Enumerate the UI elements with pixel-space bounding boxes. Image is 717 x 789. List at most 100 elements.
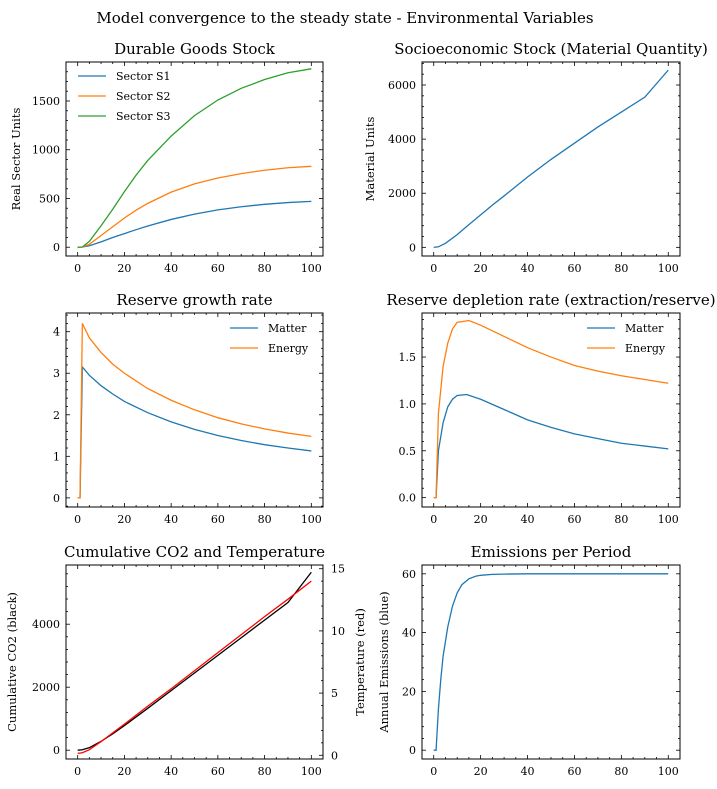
x-tick-label: 20: [474, 262, 488, 275]
x-tick-label: 40: [164, 765, 178, 778]
x-tick-label: 0: [430, 262, 437, 275]
x-tick-label: 20: [117, 513, 131, 526]
y-axis-label: Cumulative CO2 (black): [5, 592, 19, 732]
y-tick-label: 0: [53, 241, 60, 254]
series-line-sector-s3: [77, 68, 312, 248]
y-tick-label: 1500: [32, 95, 60, 108]
x-tick-label: 20: [474, 513, 488, 526]
x-tick-label: 100: [301, 513, 322, 526]
y-right-tick-label: 10: [331, 625, 345, 638]
chart-growth: Reserve growth rate 0 20 40 60 80 100 0 1 2 3 4 Matt…: [53, 291, 324, 526]
y-axis-label: Material Units: [363, 117, 377, 202]
legend-label: Matter: [268, 322, 307, 335]
x-tick-label: 0: [74, 262, 81, 275]
y-tick-label: 4: [53, 326, 60, 339]
series-line-energy: [433, 319, 669, 499]
y-tick-label: 2000: [32, 681, 60, 694]
y-right-tick-label: 5: [331, 687, 338, 700]
y-axis-label: Real Sector Units: [9, 108, 23, 211]
series-line-matter: [433, 393, 669, 499]
y-tick-label: 1: [53, 450, 60, 463]
x-tick-label: 20: [117, 262, 131, 275]
plot-frame: [421, 564, 681, 760]
series-line-matter: [77, 365, 312, 499]
chart-title: Durable Goods Stock: [114, 40, 276, 58]
chart-title: Socioeconomic Stock (Material Quantity): [394, 40, 708, 58]
legend-label: Energy: [625, 342, 666, 355]
y-tick-label: 500: [39, 192, 60, 205]
x-tick-label: 100: [658, 513, 679, 526]
x-tick-label: 20: [474, 765, 488, 778]
plot-frame: [65, 61, 324, 257]
y-tick-label: 40: [402, 627, 416, 640]
y-tick-label: 1.0: [399, 398, 417, 411]
y-tick-label: 3: [53, 367, 60, 380]
x-tick-label: 80: [258, 513, 272, 526]
series-line-sector-s2: [77, 165, 312, 248]
chart-co2: Cumulative CO2 and Temperature 0 20 40 60 80 1…: [5, 543, 367, 778]
x-tick-label: 60: [211, 262, 225, 275]
legend-label: Sector S1: [116, 70, 171, 83]
y-tick-label: 1.5: [399, 351, 417, 364]
legend: Matter Energy: [230, 322, 309, 355]
x-tick-label: 80: [258, 765, 272, 778]
x-tick-label: 60: [567, 262, 581, 275]
y-tick-label: 0.5: [399, 445, 417, 458]
series-line-1: [433, 573, 669, 751]
y-tick-label: 0: [409, 744, 416, 757]
x-tick-label: 40: [521, 765, 535, 778]
plot-frame: [65, 564, 324, 760]
x-tick-label: 20: [117, 765, 131, 778]
y-axis-label: Annual Emissions (blue): [377, 591, 391, 733]
x-tick-label: 0: [74, 765, 81, 778]
y-tick-label: 4000: [32, 618, 60, 631]
y-tick-label: 0: [53, 492, 60, 505]
x-tick-label: 60: [567, 513, 581, 526]
x-tick-label: 80: [258, 262, 272, 275]
chart-title: Reserve growth rate: [116, 291, 272, 309]
series-line-2: [77, 580, 312, 755]
series-line-1: [433, 69, 669, 248]
x-tick-label: 100: [658, 765, 679, 778]
series-line-sector-s1: [77, 200, 312, 248]
x-tick-label: 80: [614, 765, 628, 778]
x-tick-label: 0: [430, 765, 437, 778]
y-tick-label: 0: [53, 744, 60, 757]
x-tick-label: 0: [430, 513, 437, 526]
y-tick-label: 2: [53, 409, 60, 422]
legend: Sector S1 Sector S2 Sector S3: [78, 70, 171, 123]
y-tick-label: 2000: [388, 187, 416, 200]
chart-socio: Socioeconomic Stock (Material Quantity) 0…: [363, 40, 708, 275]
y-tick-label: 0.0: [399, 492, 417, 505]
chart-title: Reserve depletion rate (extraction/reser…: [386, 291, 715, 309]
x-tick-label: 40: [521, 513, 535, 526]
x-tick-label: 40: [521, 262, 535, 275]
y-right-tick-label: 15: [331, 563, 345, 576]
x-tick-label: 60: [567, 765, 581, 778]
y-tick-label: 20: [402, 685, 416, 698]
x-tick-label: 40: [164, 513, 178, 526]
legend-label: Energy: [268, 342, 309, 355]
x-tick-label: 40: [164, 262, 178, 275]
legend-label: Matter: [625, 322, 664, 335]
legend: Matter Energy: [587, 322, 666, 355]
chart-title: Emissions per Period: [471, 543, 632, 561]
y-tick-label: 0: [409, 241, 416, 254]
x-tick-label: 60: [211, 765, 225, 778]
y-tick-label: 6000: [388, 79, 416, 92]
y-right-axis-label: Temperature (red): [353, 608, 367, 716]
chart-emissions: Emissions per Period 0 20 40 60 80 100 0 20 40 60 A…: [377, 543, 681, 778]
x-tick-label: 60: [211, 513, 225, 526]
y-tick-label: 4000: [388, 133, 416, 146]
y-tick-label: 60: [402, 568, 416, 581]
x-tick-label: 100: [658, 262, 679, 275]
x-tick-label: 100: [301, 765, 322, 778]
figure-title: Model convergence to the steady state - …: [96, 9, 593, 27]
x-tick-label: 0: [74, 513, 81, 526]
series-line-1: [77, 571, 312, 751]
series-line-energy: [77, 323, 312, 499]
y-right-tick-label: 0: [331, 749, 338, 762]
